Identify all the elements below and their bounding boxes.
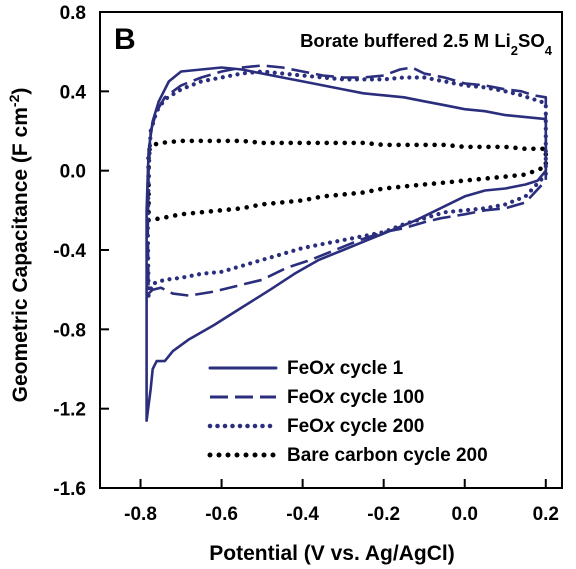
y-tick-label-5: -1.2 [53, 400, 86, 421]
x-tick-label-0: -0.8 [124, 504, 157, 525]
y-tick-label-2: 0.0 [60, 162, 86, 183]
legend-label-3: FeOx cycle 200 [287, 416, 424, 437]
annotation-sub-2: 4 [545, 43, 553, 58]
y-tick-label-1: 0.4 [60, 82, 87, 103]
series-line-3 [145, 69, 548, 298]
panel-label: B [114, 23, 136, 56]
legend: FeOx cycle 1 FeOx cycle 100 FeOx cycle 200… [207, 358, 488, 466]
y-tick-labels: 0.8 0.4 0.0 -0.4 -0.8 -1.2 -1.6 [53, 3, 86, 500]
legend-label-1: FeOx cycle 1 [287, 358, 404, 379]
legend-label-2: FeOx cycle 100 [287, 387, 424, 408]
x-tick-label-4: 0.0 [452, 504, 478, 525]
y-tick-label-0: 0.8 [60, 3, 86, 24]
y-axis-label-end: ) [9, 88, 32, 95]
y-axis-label-sup: -2 [6, 94, 22, 107]
annotation-sub-1: 2 [511, 43, 518, 58]
axis-ticks [100, 11, 547, 489]
y-tick-label-4: -0.8 [53, 320, 86, 341]
x-tick-label-5: 0.2 [533, 504, 559, 525]
y-tick-label-3: -0.4 [53, 241, 86, 262]
x-axis-label: Potential (V vs. Ag/AgCl) [209, 542, 454, 565]
y-axis-label-main: Geometric Capacitance (F cm [9, 107, 32, 402]
annotation-main: Borate buffered 2.5 M Li [300, 30, 511, 51]
series-line-4 [146, 138, 549, 223]
x-tick-label-3: -0.2 [367, 504, 400, 525]
electrolyte-annotation: Borate buffered 2.5 M Li2SO4 [300, 30, 553, 58]
y-tick-label-6: -1.6 [53, 479, 86, 500]
series-curves [145, 64, 549, 422]
y-axis-label: Geometric Capacitance (F cm-2) [6, 88, 32, 403]
x-tick-labels: -0.8 -0.6 -0.4 -0.2 0.0 0.2 [124, 504, 559, 525]
x-tick-label-1: -0.6 [205, 504, 238, 525]
series-line-2 [146, 64, 548, 297]
legend-label-4: Bare carbon cycle 200 [287, 445, 488, 466]
annotation-mid: SO [518, 30, 545, 51]
x-tick-label-2: -0.4 [286, 504, 319, 525]
series-line-1 [145, 66, 548, 422]
